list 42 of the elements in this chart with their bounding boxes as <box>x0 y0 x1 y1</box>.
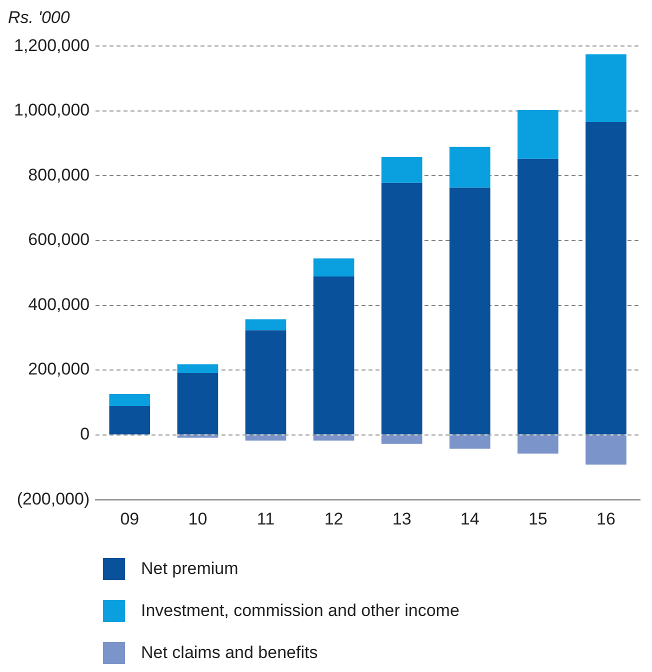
bar <box>518 158 558 434</box>
bar <box>245 435 286 441</box>
y-tick-label: 1,000,000 <box>14 100 90 120</box>
bar <box>586 54 626 122</box>
y-tick-label: 200,000 <box>28 360 90 379</box>
y-tick-label: 1,200,000 <box>14 36 90 55</box>
y-tick-label: 0 <box>80 424 90 444</box>
bar <box>177 372 218 434</box>
bar <box>449 435 490 449</box>
bar <box>449 188 490 434</box>
bar <box>313 435 354 441</box>
bar <box>518 110 558 159</box>
bar <box>109 406 150 434</box>
bar <box>177 364 218 373</box>
legend-label: Net premium <box>141 559 238 579</box>
bar <box>518 435 558 454</box>
legend-label: Investment, commission and other income <box>141 601 460 621</box>
bar <box>245 330 286 434</box>
bar <box>313 276 354 434</box>
x-tick-label: 10 <box>188 509 208 528</box>
x-tick-label: 13 <box>392 509 412 528</box>
y-tick-label: 400,000 <box>28 294 90 314</box>
x-tick-label: 11 <box>256 509 275 528</box>
x-tick-label: 12 <box>324 509 344 528</box>
bar <box>313 258 354 276</box>
x-tick-label: 16 <box>596 509 616 528</box>
y-tick-label: (200,000) <box>16 489 90 508</box>
x-tick-label: 09 <box>120 509 140 528</box>
x-tick-label: 14 <box>460 509 480 528</box>
bar <box>109 394 150 406</box>
y-axis-title: Rs. '000 <box>8 8 71 29</box>
legend-label: Net claims and benefits <box>141 643 318 663</box>
bar <box>586 122 626 434</box>
y-tick-label: 600,000 <box>28 230 90 250</box>
y-tick-label: 800,000 <box>28 165 90 184</box>
bar <box>449 146 490 188</box>
bar <box>586 435 626 465</box>
x-tick-label: 15 <box>528 509 548 528</box>
bar <box>381 182 422 434</box>
bar <box>381 435 422 444</box>
bar <box>381 156 422 183</box>
bar <box>245 319 286 330</box>
